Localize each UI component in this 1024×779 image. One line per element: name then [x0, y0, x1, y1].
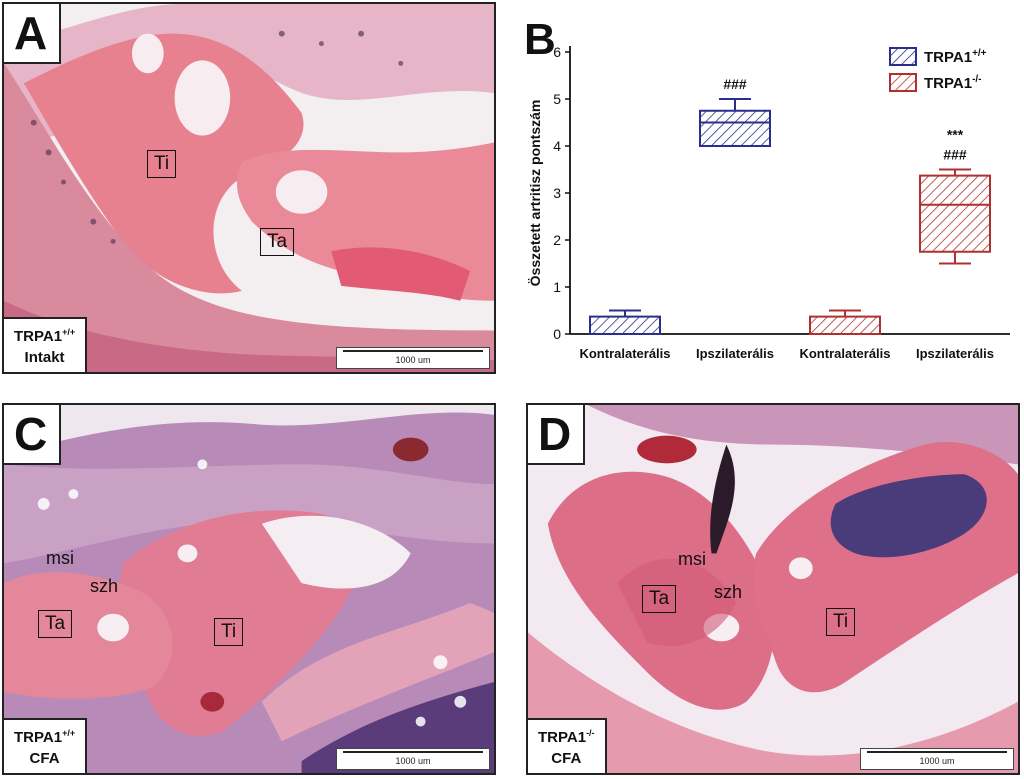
scale-bar-d: 1000 um	[860, 748, 1014, 770]
panel-letter-b: B	[524, 15, 556, 64]
scale-bar-d-label: 1000 um	[919, 756, 955, 766]
caption-a-condition: Intakt	[24, 349, 65, 366]
box-4: *** ###	[919, 127, 991, 265]
legend-swatch	[889, 73, 917, 92]
legend: TRPA1+/+ TRPA1-/-	[889, 47, 987, 92]
chart-b: 0 1 2 3 4 5 6 Összetett artritisz pontszám Kontr…	[524, 15, 1010, 361]
legend-label-sup: -/-	[972, 74, 981, 85]
panel-d-histology: D msi szh Ta Ti TRPA1-/- CFA 1000 um	[526, 403, 1020, 775]
significance-annotation: ###	[723, 76, 747, 92]
panel-letter-d: D	[528, 405, 586, 465]
box-3	[809, 309, 881, 335]
y-axis-label: Összetett artritisz pontszám	[527, 100, 543, 287]
label-szh-c: szh	[90, 576, 119, 596]
caption-d: TRPA1-/- CFA	[528, 718, 607, 773]
y-tick-label: 4	[553, 138, 561, 154]
panel-c-histology: C msi szh Ta Ti TRPA1+/+ CFA 1000 um	[2, 403, 496, 775]
caption-d-sup: -/-	[586, 728, 595, 738]
scale-bar-a-label: 1000 um	[395, 355, 431, 365]
scale-bar-a: 1000 um	[336, 347, 490, 369]
box-1	[589, 309, 661, 335]
caption-c-condition: CFA	[29, 750, 60, 767]
label-ti-c: Ti	[214, 618, 244, 646]
box-iqr	[919, 174, 991, 253]
caption-c: TRPA1+/+ CFA	[4, 718, 88, 773]
y-tick-label: 3	[553, 185, 561, 201]
y-tick-label: 2	[553, 232, 561, 248]
x-category-label: Ipszilaterális	[916, 346, 994, 361]
y-tick-label: 1	[553, 279, 561, 295]
y-tick-label: 6	[553, 44, 561, 60]
x-category-label: Kontralaterális	[579, 346, 670, 361]
label-ta-c: Ta	[38, 610, 73, 638]
x-category-label: Ipszilaterális	[696, 346, 774, 361]
legend-label: TRPA1-/-	[924, 74, 982, 92]
box-iqr	[809, 315, 881, 335]
label-ti-d: Ti	[826, 608, 856, 636]
label-msi-c: msi	[46, 548, 74, 568]
panel-letter-a: A	[4, 4, 62, 64]
caption-c-genotype: TRPA1	[14, 729, 63, 746]
y-tick-label: 0	[553, 326, 561, 342]
x-category-label: Kontralaterális	[799, 346, 890, 361]
label-ti-a: Ti	[147, 150, 177, 178]
scale-bar-c-label: 1000 um	[395, 756, 431, 766]
caption-a: TRPA1+/+ Intakt	[4, 317, 88, 372]
significance-annotation: ###	[943, 147, 967, 163]
label-ta-d: Ta	[642, 585, 677, 613]
box-2: ###	[699, 76, 771, 147]
label-szh-d: szh	[714, 582, 743, 602]
label-msi-d: msi	[678, 549, 706, 569]
legend-label-sup: +/+	[972, 48, 987, 59]
box-iqr	[589, 315, 661, 335]
histology-image-a	[4, 4, 494, 372]
chart-layer: 0 1 2 3 4 5 6 Összetett artritisz pontszám Kontr…	[527, 44, 1010, 361]
panel-letter-c: C	[4, 405, 62, 465]
label-ta-a: Ta	[260, 228, 295, 256]
legend-swatch	[889, 47, 917, 66]
histology-image-d	[528, 405, 1018, 773]
caption-d-genotype: TRPA1	[538, 729, 587, 746]
caption-c-sup: +/+	[62, 728, 76, 738]
scale-bar-c: 1000 um	[336, 748, 490, 770]
caption-a-genotype: TRPA1	[14, 328, 63, 345]
legend-label: TRPA1+/+	[924, 48, 987, 66]
caption-a-sup: +/+	[62, 327, 76, 337]
histology-image-c	[4, 405, 494, 773]
caption-d-condition: CFA	[551, 750, 582, 767]
panel-a-histology: A Ti Ta TRPA1+/+ Intakt 1000 um	[2, 2, 496, 374]
y-tick-label: 5	[553, 91, 561, 107]
box-iqr	[699, 109, 771, 147]
significance-annotation: ***	[947, 127, 964, 143]
